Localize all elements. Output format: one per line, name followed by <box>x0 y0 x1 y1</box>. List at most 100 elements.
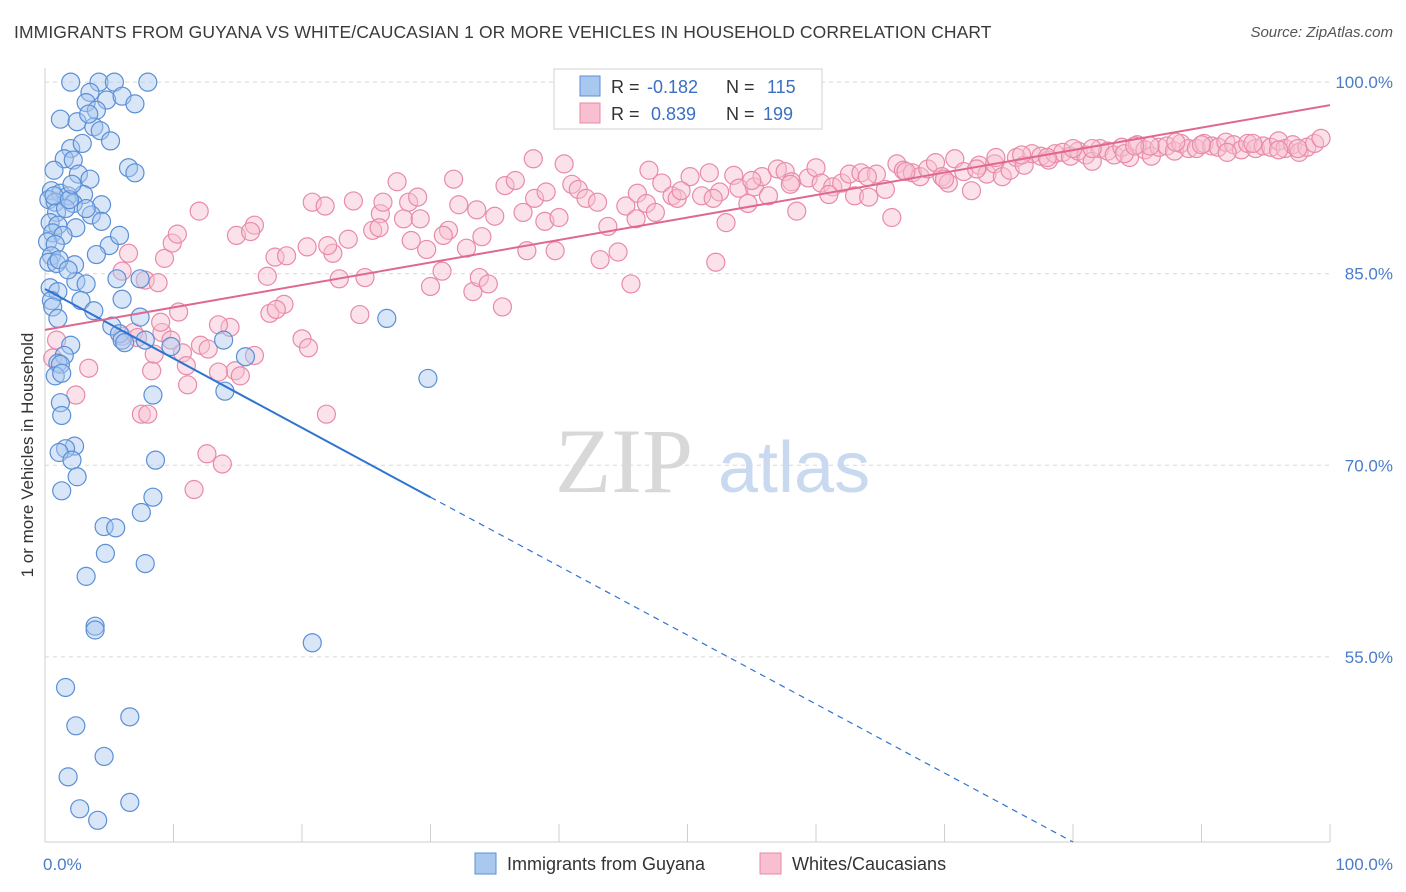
point-guyana-46 <box>76 274 96 294</box>
point-whites-3 <box>66 385 86 405</box>
point-whites-205 <box>151 312 171 332</box>
point-guyana-53 <box>43 297 63 317</box>
point-guyana-90 <box>85 620 105 640</box>
point-whites-218 <box>523 149 543 169</box>
point-guyana-20 <box>125 163 145 183</box>
point-guyana-64 <box>61 335 81 355</box>
point-whites-100 <box>811 173 831 193</box>
point-whites-206 <box>131 404 151 424</box>
point-guyana-62 <box>214 330 234 350</box>
point-whites-158 <box>1245 138 1266 159</box>
trend-line-guyana <box>44 288 431 499</box>
point-guyana-63 <box>235 347 256 367</box>
point-whites-27 <box>154 248 175 268</box>
trend-lines <box>44 104 1331 843</box>
point-whites-37 <box>302 192 322 212</box>
point-whites-42 <box>350 304 370 325</box>
point-whites-216 <box>408 187 428 207</box>
point-guyana-48 <box>130 269 150 289</box>
point-whites-46 <box>373 192 393 212</box>
point-guyana-98 <box>120 792 140 813</box>
point-guyana-95 <box>94 746 114 767</box>
point-whites-187 <box>742 170 762 191</box>
point-whites-192 <box>549 207 569 228</box>
point-whites-108 <box>875 179 895 200</box>
point-guyana-71 <box>215 381 235 401</box>
point-whites-75 <box>621 274 641 294</box>
point-whites-85 <box>706 252 726 272</box>
point-whites-219 <box>639 160 659 180</box>
point-whites-71 <box>590 250 610 270</box>
point-whites-213 <box>492 297 513 317</box>
legend-r-label-1: R = <box>611 77 640 97</box>
legend-swatch-whites <box>579 102 601 124</box>
point-whites-51 <box>417 239 437 260</box>
point-guyana-100 <box>44 186 64 206</box>
point-guyana-0 <box>61 72 81 92</box>
point-whites-211 <box>316 404 337 424</box>
point-guyana-72 <box>143 385 163 405</box>
point-guyana-4 <box>80 82 100 102</box>
correlation-legend: R = -0.182 N = 115 R = 0.839 N = 199 <box>553 68 823 130</box>
point-whites-182 <box>1288 138 1308 159</box>
series-legend: Immigrants from Guyana Whites/Caucasians <box>474 852 946 875</box>
point-whites-62 <box>505 170 525 191</box>
point-guyana-19 <box>68 164 89 184</box>
point-whites-66 <box>545 241 565 261</box>
point-whites-92 <box>752 167 772 187</box>
point-guyana-86 <box>95 543 115 563</box>
point-guyana-59 <box>115 333 135 353</box>
point-whites-208 <box>197 444 217 464</box>
point-whites-201 <box>266 299 286 320</box>
point-whites-79 <box>652 173 672 193</box>
point-whites-78 <box>645 202 665 223</box>
point-guyana-32 <box>81 205 101 225</box>
point-guyana-111 <box>58 260 78 280</box>
x-tick-label-0: 0.0% <box>43 855 82 874</box>
point-guyana-83 <box>131 502 151 523</box>
point-guyana-96 <box>58 767 78 787</box>
point-whites-196 <box>401 230 421 251</box>
point-whites-50 <box>410 209 430 229</box>
point-guyana-114 <box>84 301 104 321</box>
point-guyana-54 <box>48 308 68 329</box>
point-whites-172 <box>1037 147 1057 168</box>
point-whites-90 <box>738 193 758 214</box>
point-guyana-97 <box>70 799 90 819</box>
point-whites-220 <box>1125 136 1145 156</box>
legend-n-label-2: N = <box>726 104 755 124</box>
point-whites-195 <box>433 225 453 246</box>
point-whites-70 <box>576 188 596 208</box>
point-whites-80 <box>662 186 682 206</box>
point-whites-167 <box>1311 128 1331 148</box>
point-whites-179 <box>1217 142 1237 162</box>
point-whites-61 <box>495 175 515 196</box>
point-whites-194 <box>472 227 492 247</box>
point-guyana-78 <box>145 450 166 470</box>
point-whites-18 <box>230 366 250 386</box>
point-guyana-110 <box>130 307 150 327</box>
point-whites-190 <box>626 209 646 229</box>
y-tick-label-85: 85.0% <box>1345 265 1393 284</box>
point-whites-53 <box>432 261 452 281</box>
point-whites-87 <box>716 213 736 233</box>
point-whites-41 <box>338 229 358 249</box>
point-guyana-103 <box>79 104 99 124</box>
point-whites-99 <box>806 158 826 178</box>
point-guyana-15 <box>61 138 81 159</box>
point-whites-124 <box>992 167 1012 187</box>
legend-r-value-1: -0.182 <box>647 77 698 97</box>
point-whites-68 <box>562 174 582 194</box>
legend-r-label-2: R = <box>611 104 640 124</box>
point-whites-54 <box>438 220 459 240</box>
point-whites-67 <box>554 154 574 174</box>
point-guyana-44 <box>64 255 85 275</box>
point-whites-52 <box>420 276 441 297</box>
y-tick-label-100: 100.0% <box>1335 73 1393 92</box>
point-guyana-108 <box>76 198 96 219</box>
point-guyana-3 <box>138 72 158 92</box>
point-whites-183 <box>896 161 916 182</box>
watermark: ZIP atlas <box>555 410 870 512</box>
point-whites-177 <box>1166 132 1186 152</box>
point-whites-203 <box>208 362 229 382</box>
